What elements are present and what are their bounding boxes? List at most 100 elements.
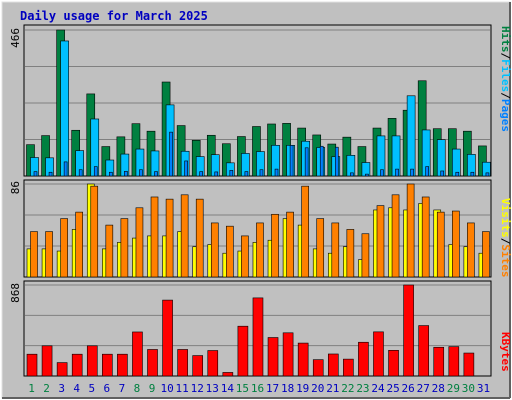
y-max-visits: 86: [9, 181, 22, 194]
pages-bar: [109, 171, 113, 177]
legend-hits-files-pages: Hits/Files/Pages: [499, 26, 512, 132]
legend-visits-sites: Visits/Sites: [499, 198, 512, 278]
day-label: 27: [417, 382, 430, 395]
day-label: 20: [311, 382, 324, 395]
kbytes-bar: [282, 332, 294, 377]
sites-bar: [286, 211, 294, 278]
bars: [26, 29, 491, 377]
sites-bar: [195, 198, 204, 278]
sites-bar: [271, 213, 279, 278]
sites-bar: [467, 222, 475, 278]
legend-separator: /: [499, 53, 512, 60]
kbytes-bar: [463, 352, 475, 377]
legend-sites: Sites: [499, 244, 512, 277]
pages-bar: [289, 144, 294, 177]
chart-title: Daily usage for March 2025: [20, 9, 208, 23]
kbytes-bar: [418, 325, 429, 377]
kbytes-bar: [312, 359, 324, 377]
legend-files: Files: [499, 59, 512, 92]
kbytes-bar: [177, 349, 188, 377]
day-label: 21: [326, 382, 339, 395]
pages-bar: [334, 146, 339, 177]
sites-bar: [165, 198, 174, 278]
day-label: 22: [341, 382, 354, 395]
pages-bar: [440, 170, 445, 177]
sites-bar: [60, 218, 68, 278]
pages-bar: [274, 168, 279, 177]
legend-separator: /: [499, 92, 512, 99]
kbytes-bar: [222, 372, 234, 377]
day-label: 24: [371, 382, 385, 395]
sites-bar: [226, 225, 234, 278]
pages-bar: [139, 169, 143, 177]
pages-bar: [410, 168, 414, 177]
day-label: 25: [386, 382, 399, 395]
kbytes-bar: [343, 358, 354, 377]
day-label: 19: [296, 382, 309, 395]
kbytes-bar: [267, 337, 279, 377]
sites-bar: [436, 211, 445, 278]
pages-bar: [48, 171, 53, 177]
sites-bar: [361, 233, 370, 278]
day-labels: 1 2 3 4 5 6 7 8 9 10 11 12 13 14 15 16 17 18 19 20 21 22 23 24 2…: [28, 382, 490, 395]
sites-bar: [391, 194, 400, 278]
sites-bar: [482, 231, 490, 278]
day-label: 8: [134, 382, 141, 395]
day-label: 29: [447, 382, 460, 395]
day-label: 12: [191, 382, 204, 395]
pages-bar: [169, 131, 173, 177]
kbytes-bar: [297, 342, 309, 377]
day-label: 15: [236, 382, 249, 395]
kbytes-bar: [192, 355, 204, 377]
day-label: 7: [119, 382, 126, 395]
files-bar: [436, 139, 446, 177]
files-bar: [406, 95, 416, 177]
day-label: 6: [104, 382, 111, 395]
sites-bar: [452, 210, 460, 278]
kbytes-bar: [327, 353, 339, 377]
pages-bar: [244, 171, 249, 177]
sites-bar: [120, 218, 129, 278]
pages-bar: [470, 171, 475, 177]
day-label: 9: [149, 382, 156, 395]
sites-bar: [346, 229, 355, 278]
pages-bar: [485, 172, 490, 177]
day-label: 17: [266, 382, 279, 395]
pages-bar: [124, 171, 128, 177]
sites-bar: [376, 205, 385, 278]
day-label: 28: [432, 382, 445, 395]
pages-bar: [229, 170, 234, 177]
day-label: 30: [462, 382, 475, 395]
kbytes-bar: [373, 331, 384, 377]
day-label: 10: [160, 382, 173, 395]
kbytes-bar: [102, 353, 113, 377]
sites-bar: [210, 222, 219, 278]
pages-bar: [455, 171, 460, 177]
pages-bar: [33, 171, 38, 177]
kbytes-bar: [71, 353, 83, 377]
kbytes-bar: [132, 331, 143, 377]
kbytes-bar: [237, 325, 249, 377]
kbytes-bar: [162, 299, 173, 377]
kbytes-bar: [388, 350, 399, 377]
day-label: 1: [28, 382, 35, 395]
kbytes-bar: [433, 346, 445, 377]
legend-hits: Hits: [499, 26, 512, 53]
sites-bar: [406, 183, 415, 278]
pages-bar: [63, 161, 68, 177]
legend-kbytes: KBytes: [499, 332, 512, 372]
pages-bar: [93, 166, 98, 177]
sites-bar: [75, 211, 83, 278]
kbytes-bar: [41, 345, 53, 377]
pages-bar: [154, 171, 158, 177]
legend-separator: /: [499, 238, 512, 245]
sites-bar: [45, 231, 53, 278]
kbytes-bar: [403, 284, 414, 377]
sites-bar: [150, 196, 159, 278]
kbytes-bar: [358, 341, 369, 377]
sites-bar: [105, 224, 114, 278]
day-label: 16: [251, 382, 264, 395]
day-label: 4: [73, 382, 80, 395]
sites-bar: [90, 185, 99, 278]
